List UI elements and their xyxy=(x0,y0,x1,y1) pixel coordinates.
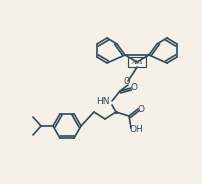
Text: HN: HN xyxy=(97,98,110,107)
FancyBboxPatch shape xyxy=(128,57,146,67)
Text: O: O xyxy=(138,105,144,114)
Text: O: O xyxy=(124,77,130,86)
Text: Abs: Abs xyxy=(131,60,143,65)
Text: O: O xyxy=(130,82,138,91)
Text: OH: OH xyxy=(129,125,143,135)
